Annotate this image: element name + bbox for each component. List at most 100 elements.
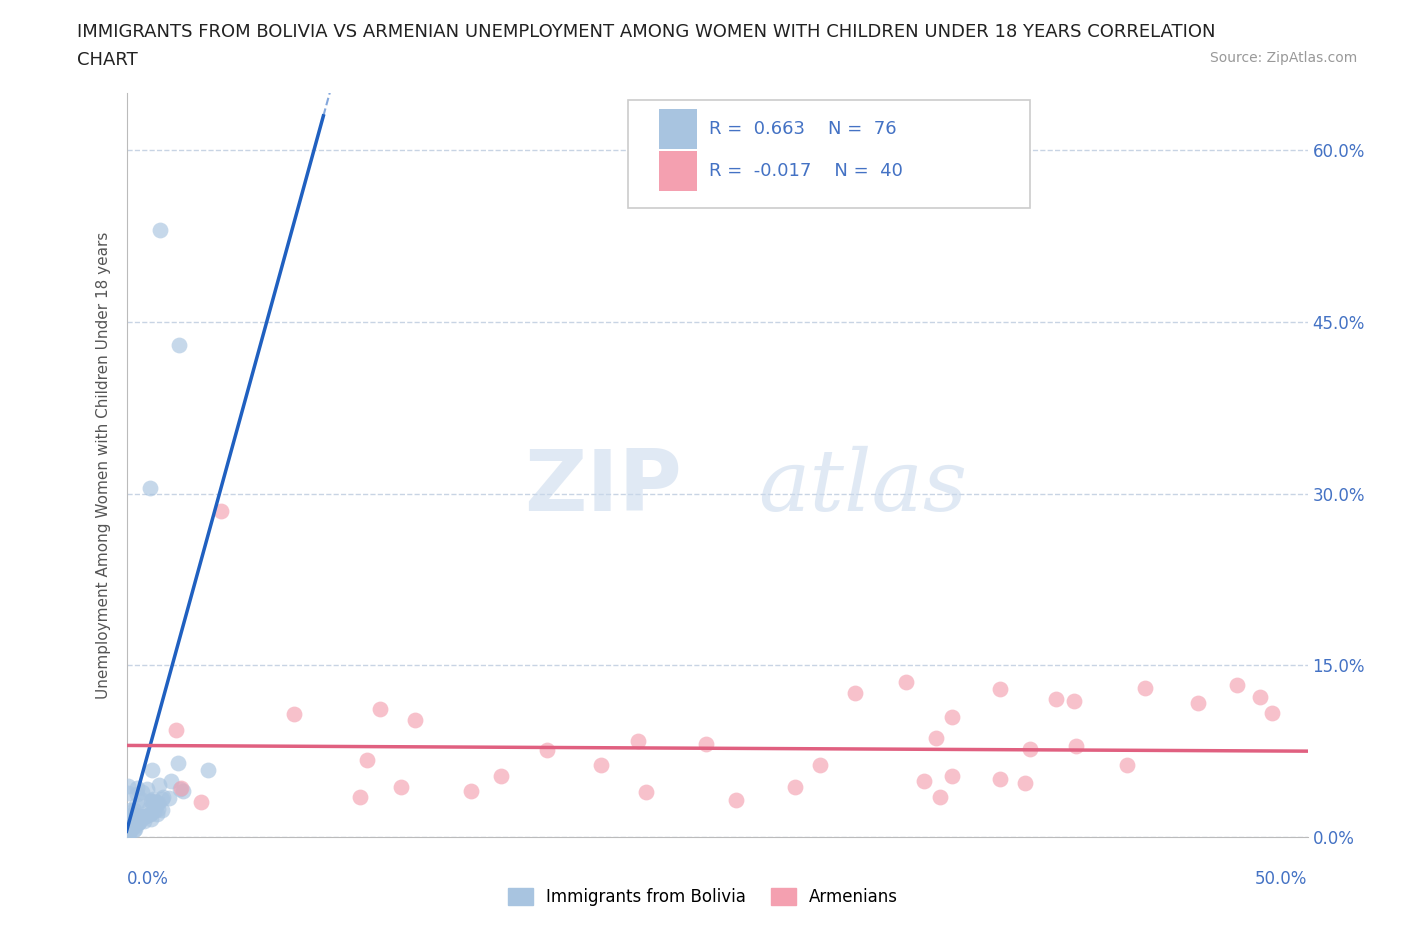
Point — [117, 824, 139, 839]
Point — [356, 752, 378, 767]
Point — [139, 481, 162, 496]
Point — [117, 816, 139, 830]
Point — [117, 823, 139, 838]
Point — [157, 790, 180, 805]
Point — [145, 806, 167, 821]
Point — [139, 793, 162, 808]
Point — [1063, 693, 1085, 708]
Point — [941, 769, 963, 784]
Point — [172, 784, 194, 799]
Point — [169, 782, 191, 797]
Point — [117, 823, 139, 838]
Point — [124, 818, 146, 833]
Point — [925, 730, 948, 745]
Point — [117, 819, 139, 834]
Point — [1260, 706, 1282, 721]
Point — [117, 778, 139, 793]
Point — [124, 809, 146, 824]
Point — [128, 809, 150, 824]
Point — [1249, 690, 1271, 705]
Point — [152, 803, 174, 817]
Point — [166, 755, 188, 770]
Text: R =  0.663    N =  76: R = 0.663 N = 76 — [709, 120, 897, 139]
Point — [152, 790, 174, 804]
Point — [1045, 692, 1067, 707]
Point — [589, 758, 612, 773]
Point — [149, 223, 172, 238]
Point — [131, 785, 153, 800]
Point — [118, 803, 141, 817]
Point — [928, 790, 950, 804]
Point — [120, 813, 142, 828]
Point — [1133, 681, 1156, 696]
Point — [190, 794, 212, 809]
Point — [131, 793, 153, 808]
FancyBboxPatch shape — [659, 151, 697, 192]
Point — [912, 774, 935, 789]
Point — [283, 707, 305, 722]
Point — [139, 807, 162, 822]
Point — [150, 792, 173, 807]
Point — [145, 794, 167, 809]
Point — [118, 825, 141, 840]
Point — [489, 769, 512, 784]
Point — [128, 814, 150, 829]
Point — [167, 338, 190, 352]
Point — [135, 782, 157, 797]
Text: Source: ZipAtlas.com: Source: ZipAtlas.com — [1209, 51, 1357, 65]
Point — [141, 811, 163, 826]
Point — [1187, 696, 1209, 711]
FancyBboxPatch shape — [659, 109, 697, 150]
Text: CHART: CHART — [77, 51, 138, 69]
Point — [146, 796, 169, 811]
Point — [127, 787, 149, 802]
Point — [117, 785, 139, 800]
Point — [627, 733, 650, 748]
Point — [141, 763, 163, 777]
Point — [844, 685, 866, 700]
Point — [122, 817, 145, 831]
Point — [988, 772, 1011, 787]
Point — [143, 795, 166, 810]
Point — [138, 802, 160, 817]
Legend: Immigrants from Bolivia, Armenians: Immigrants from Bolivia, Armenians — [501, 881, 905, 912]
Point — [125, 797, 148, 812]
Point — [142, 791, 165, 806]
Point — [988, 682, 1011, 697]
Text: IMMIGRANTS FROM BOLIVIA VS ARMENIAN UNEMPLOYMENT AMONG WOMEN WITH CHILDREN UNDER: IMMIGRANTS FROM BOLIVIA VS ARMENIAN UNEM… — [77, 23, 1216, 41]
Point — [165, 723, 187, 737]
Point — [118, 825, 141, 840]
Point — [125, 808, 148, 823]
Point — [1064, 738, 1087, 753]
Point — [695, 737, 717, 751]
Point — [349, 790, 371, 804]
Point — [118, 808, 141, 823]
Text: ZIP: ZIP — [524, 445, 682, 529]
Point — [197, 763, 219, 777]
Point — [125, 781, 148, 796]
Text: atlas: atlas — [758, 446, 967, 528]
Point — [139, 807, 162, 822]
Point — [391, 779, 413, 794]
Point — [117, 822, 139, 837]
Point — [368, 701, 391, 716]
Point — [810, 757, 832, 772]
Point — [134, 809, 156, 824]
Point — [124, 822, 146, 837]
Point — [121, 821, 143, 836]
FancyBboxPatch shape — [628, 100, 1031, 208]
Point — [145, 797, 167, 812]
Point — [536, 743, 558, 758]
Point — [118, 808, 141, 823]
Point — [148, 777, 170, 792]
Point — [1226, 677, 1249, 692]
Point — [124, 821, 146, 836]
Point — [117, 819, 139, 834]
Point — [134, 808, 156, 823]
Point — [122, 803, 145, 817]
Point — [160, 773, 183, 788]
Text: 0.0%: 0.0% — [127, 870, 169, 888]
Point — [209, 503, 232, 518]
Point — [128, 815, 150, 830]
Point — [460, 784, 482, 799]
